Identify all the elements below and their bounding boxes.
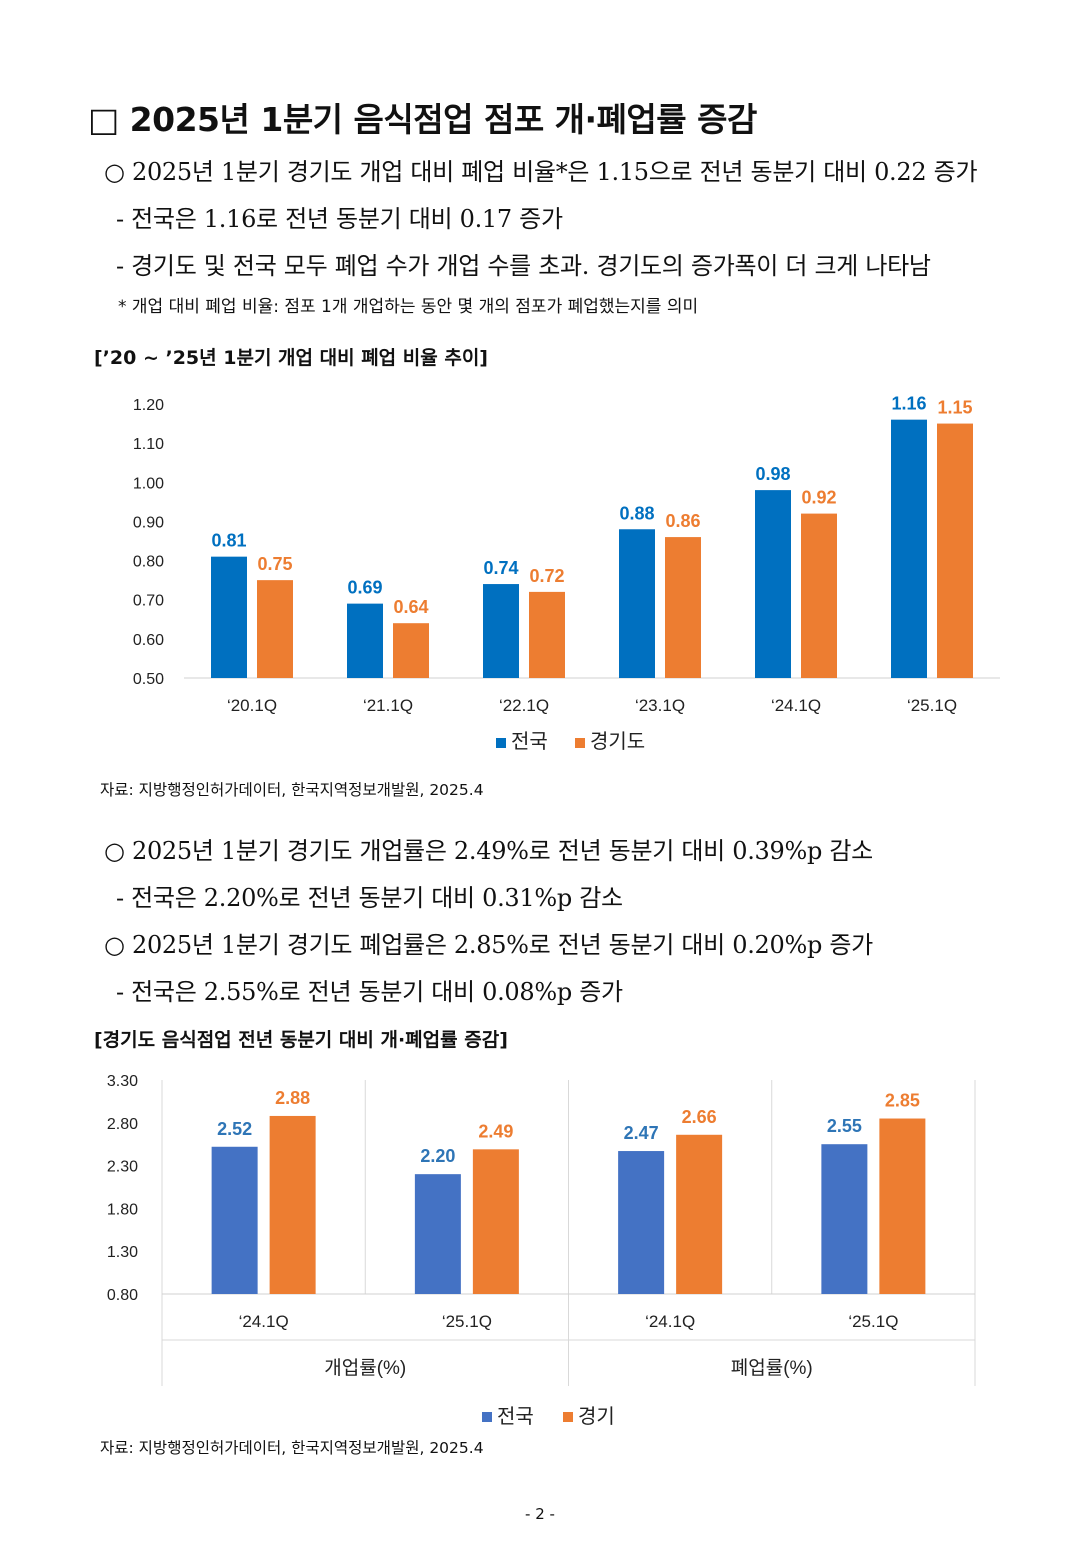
legend-label: 경기: [578, 1405, 615, 1428]
y-tick-label: 0.90: [133, 514, 164, 531]
bar-national: [891, 419, 927, 678]
page-number: - 2 -: [525, 1505, 555, 1523]
data-label: 2.47: [624, 1123, 659, 1143]
bar-gyeonggi: [393, 623, 429, 678]
bar-national: [347, 603, 383, 678]
group-label: 개업률(%): [324, 1357, 406, 1379]
bar-national: [619, 529, 655, 678]
bar-national: [618, 1151, 665, 1294]
bar-national: [483, 584, 519, 678]
data-label: 0.98: [755, 464, 790, 484]
section2-sub2: - 전국은 2.55%로 전년 동분기 대비 0.08%p 증가: [116, 978, 623, 1006]
y-tick-label: 1.30: [107, 1244, 138, 1261]
data-label: 0.72: [529, 566, 564, 586]
y-tick-label: 1.00: [133, 475, 164, 492]
x-tick-label: ‘20.1Q: [227, 696, 277, 715]
bar-gyeonggi: [801, 513, 837, 678]
chart1-source: 자료: 지방행정인허가데이터, 한국지역정보개발원, 2025.4: [100, 781, 484, 799]
legend-label: 전국: [497, 1405, 534, 1428]
section2-bullet1: ○ 2025년 1분기 경기도 개업률은 2.49%로 전년 동분기 대비 0.…: [104, 837, 873, 865]
data-label: 0.69: [347, 578, 382, 598]
legend-swatch: [482, 1412, 492, 1422]
data-label: 2.49: [478, 1121, 513, 1141]
legend-swatch: [563, 1412, 573, 1422]
y-tick-label: 1.20: [133, 397, 164, 414]
x-tick-label: ‘24.1Q: [771, 696, 821, 715]
data-label: 0.74: [483, 558, 518, 578]
bar-gyeonggi: [269, 1115, 316, 1294]
section1-footnote: * 개업 대비 폐업 비율: 점포 1개 개업하는 동안 몇 개의 점포가 폐업…: [118, 297, 699, 317]
section1-sub2: - 경기도 및 전국 모두 폐업 수가 개업 수를 초과. 경기도의 증가폭이 …: [116, 252, 931, 280]
data-label: 0.86: [665, 511, 700, 531]
data-label: 0.75: [257, 554, 292, 574]
data-label: 1.15: [937, 398, 972, 418]
bar-gyeonggi: [937, 423, 973, 678]
data-label: 2.55: [827, 1116, 862, 1136]
y-tick-label: 0.50: [133, 671, 164, 688]
x-tick-label: ‘25.1Q: [442, 1312, 492, 1331]
x-tick-label: ‘24.1Q: [645, 1312, 695, 1331]
data-label: 1.16: [891, 394, 926, 414]
x-tick-label: ‘24.1Q: [239, 1312, 289, 1331]
data-label: 2.20: [420, 1146, 455, 1166]
ratio-trend-chart: 0.50 0.60 0.70 0.80 0.90 1.00 1.10 1.20 0.81 0.75…: [133, 394, 1000, 753]
chart2-caption: [경기도 음식점업 전년 동분기 대비 개·폐업률 증감]: [94, 1029, 508, 1051]
legend-label: 경기도: [590, 730, 645, 753]
section1-sub1: - 전국은 1.16로 전년 동분기 대비 0.17 증가: [116, 205, 563, 233]
x-tick-label: ‘23.1Q: [635, 696, 685, 715]
y-tick-label: 0.80: [107, 1287, 138, 1304]
data-label: 2.85: [885, 1091, 920, 1111]
y-tick-label: 3.30: [107, 1073, 138, 1090]
bar-national: [211, 556, 247, 678]
data-label: 2.66: [682, 1107, 717, 1127]
y-tick-label: 0.80: [133, 554, 164, 571]
y-tick-label: 0.60: [133, 632, 164, 649]
open-close-rate-chart: 0.80 1.30 1.80 2.30 2.80 3.30 2.52 2.88 ‘24.1Q 2.…: [107, 1073, 976, 1428]
bar-gyeonggi: [472, 1149, 519, 1294]
bar-national: [755, 490, 791, 678]
bar-national: [414, 1174, 461, 1294]
x-tick-label: ‘22.1Q: [499, 696, 549, 715]
data-label: 0.81: [211, 531, 246, 551]
bar-gyeonggi: [665, 537, 701, 678]
x-tick-label: ‘25.1Q: [848, 1312, 898, 1331]
y-tick-label: 2.80: [107, 1116, 138, 1133]
y-tick-label: 0.70: [133, 593, 164, 610]
chart1-caption: [’20 ~ ’25년 1분기 개업 대비 폐업 비율 추이]: [94, 347, 488, 369]
section1-bullet1: ○ 2025년 1분기 경기도 개업 대비 폐업 비율*은 1.15으로 전년 …: [104, 158, 978, 186]
bar-national: [821, 1144, 868, 1294]
x-tick-label: ‘25.1Q: [907, 696, 957, 715]
y-tick-label: 1.10: [133, 436, 164, 453]
group-label: 폐업률(%): [731, 1357, 813, 1379]
bar-gyeonggi: [529, 591, 565, 678]
data-label: 0.92: [801, 488, 836, 508]
legend-label: 전국: [511, 730, 548, 753]
page-heading: □ 2025년 1분기 음식점업 점포 개·폐업률 증감: [88, 100, 757, 139]
y-tick-label: 2.30: [107, 1159, 138, 1176]
bar-gyeonggi: [257, 580, 293, 678]
data-label: 2.88: [275, 1088, 310, 1108]
bar-gyeonggi: [879, 1118, 926, 1294]
legend-swatch: [575, 738, 585, 748]
bar-national: [211, 1146, 258, 1294]
bar-gyeonggi: [676, 1134, 723, 1294]
x-tick-label: ‘21.1Q: [363, 696, 413, 715]
y-tick-label: 1.80: [107, 1201, 138, 1218]
data-label: 0.64: [393, 597, 428, 617]
section2-bullet2: ○ 2025년 1분기 경기도 폐업률은 2.85%로 전년 동분기 대비 0.…: [104, 931, 873, 959]
chart2-source: 자료: 지방행정인허가데이터, 한국지역정보개발원, 2025.4: [100, 1439, 484, 1457]
data-label: 2.52: [217, 1119, 252, 1139]
data-label: 0.88: [619, 503, 654, 523]
section2-sub1: - 전국은 2.20%로 전년 동분기 대비 0.31%p 감소: [116, 884, 623, 912]
legend-swatch: [496, 738, 506, 748]
